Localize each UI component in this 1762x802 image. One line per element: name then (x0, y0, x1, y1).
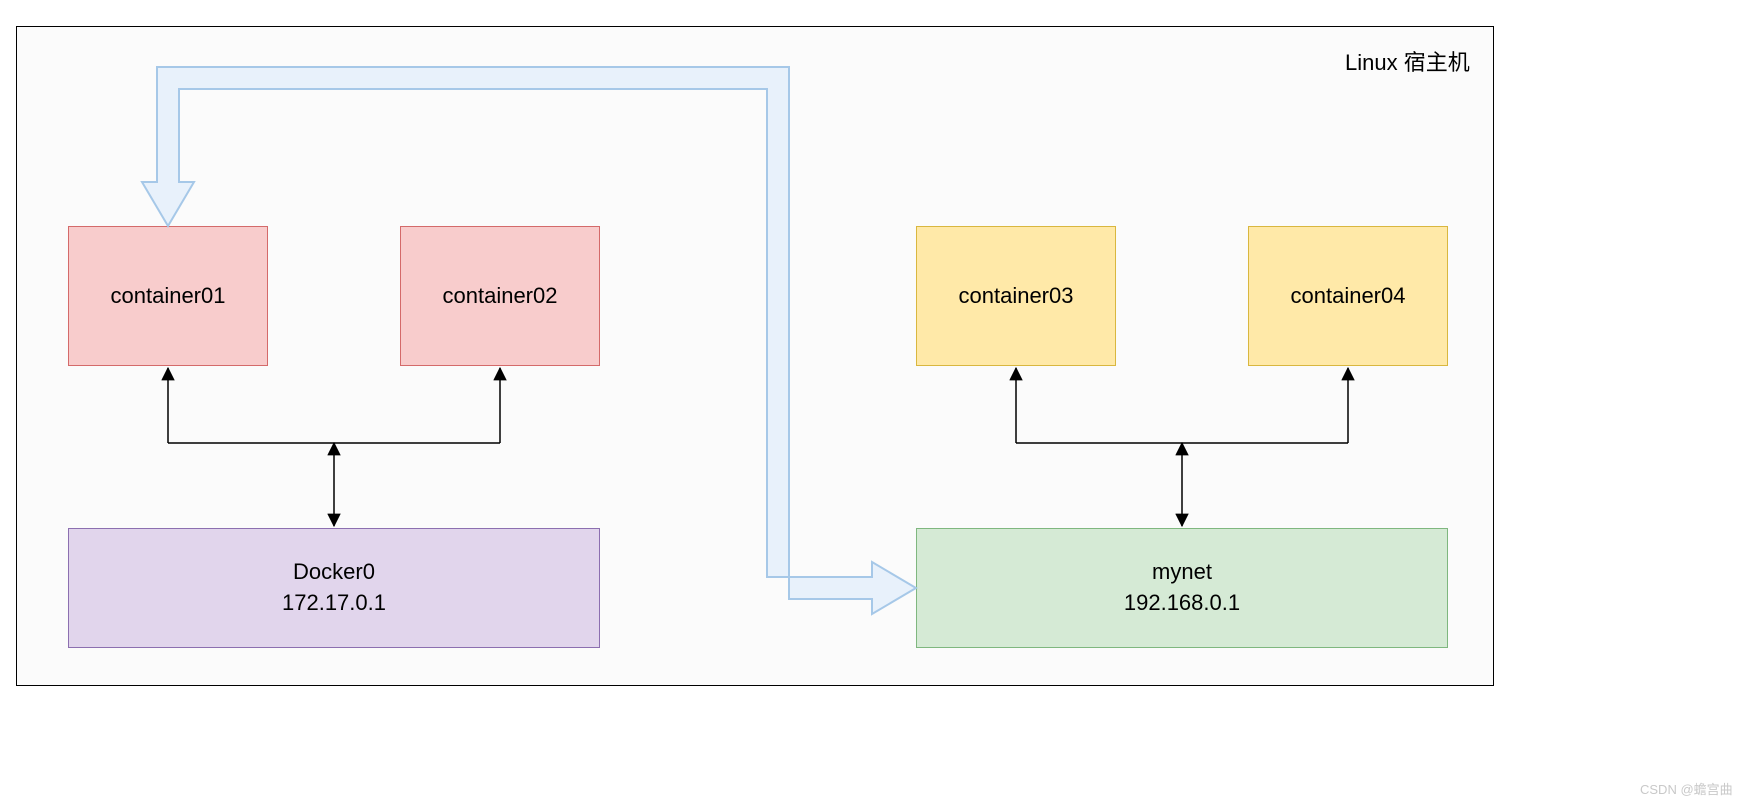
node-mynet: mynet 192.168.0.1 (916, 528, 1448, 648)
watermark: CSDN @蟾宫曲 (1640, 779, 1733, 798)
node-docker0: Docker0 172.17.0.1 (68, 528, 600, 648)
node-label-line2: 172.17.0.1 (282, 588, 386, 619)
node-label: container01 (111, 281, 226, 312)
node-container02: container02 (400, 226, 600, 366)
host-label: Linux 宿主机 (1345, 45, 1470, 77)
node-label-line2: 192.168.0.1 (1124, 588, 1240, 619)
node-label-line1: Docker0 (293, 557, 375, 588)
node-container04: container04 (1248, 226, 1448, 366)
diagram-canvas: Linux 宿主机 container01 container02 contai… (0, 0, 1762, 802)
node-label: container03 (959, 281, 1074, 312)
node-label: container04 (1291, 281, 1406, 312)
node-label: container02 (443, 281, 558, 312)
node-container01: container01 (68, 226, 268, 366)
node-container03: container03 (916, 226, 1116, 366)
node-label-line1: mynet (1152, 557, 1212, 588)
